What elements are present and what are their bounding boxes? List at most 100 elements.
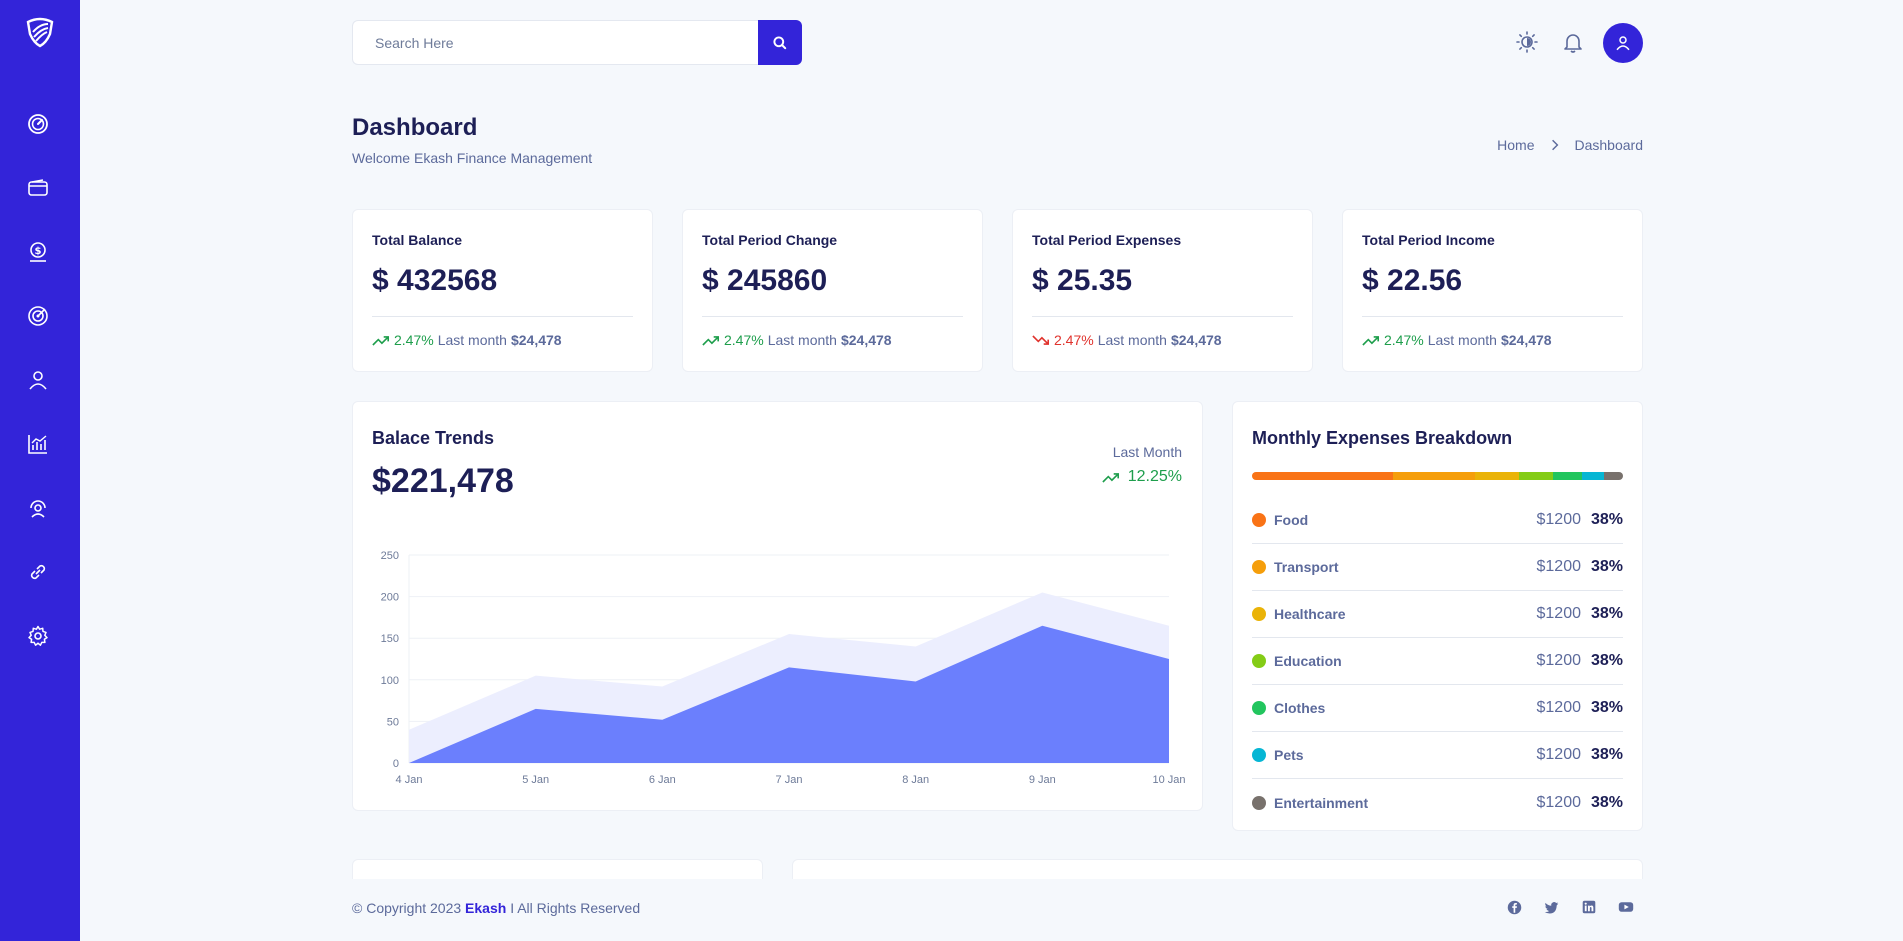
expense-amount: $1200 [1536,746,1582,763]
card-partial [352,859,763,879]
brand-link[interactable]: Ekash [465,900,507,916]
settings-icon [28,625,48,646]
card-title: Monthly Expenses Breakdown [1252,428,1513,448]
divider [702,316,963,317]
sidebar-item-wallet[interactable] [24,174,52,202]
footer-copyright: © Copyright 2023 Ekash I All Rights Rese… [352,900,640,916]
stat-card-total-period-income: Total Period Income $ 22.56 2.47% Last m… [1342,209,1643,372]
stat-compare-label: Last month [437,332,507,348]
x-tick-label: 6 Jan [649,774,676,786]
expense-item-clothes: Clothes $1200 38% [1252,685,1623,732]
twitter-icon [1544,901,1558,913]
expense-percent: 38% [1591,699,1624,716]
sun-icon [1516,31,1538,53]
expense-amount: $1200 [1536,652,1582,669]
expense-amount: $1200 [1536,793,1582,811]
link-icon [30,564,46,580]
y-tick-label: 200 [381,592,399,604]
expense-percent: 38% [1591,793,1624,811]
sidebar-item-profile[interactable] [24,366,52,394]
stat-footer: 2.47% Last month $24,478 [702,332,892,348]
bar-segment [1474,472,1520,480]
card-title: Balace Trends [372,428,495,448]
color-dot [1252,607,1266,621]
expenses-progress-bar [1252,472,1623,480]
expense-amount: $1200 [1536,558,1582,575]
youtube-icon [1618,902,1634,912]
expense-name: Clothes [1274,700,1326,716]
stat-value: $ 432568 [372,264,498,297]
logo-icon[interactable] [24,16,56,48]
x-tick-label: 7 Jan [776,774,803,786]
stat-label: Total Period Income [1362,232,1495,248]
expense-item-entertainment: Entertainment $1200 38% [1252,779,1623,826]
expense-name: Transport [1274,559,1339,575]
sidebar: $ [0,0,80,941]
expenses-breakdown-card: Monthly Expenses Breakdown Food $1200 38% T… [1232,401,1643,831]
stat-value: $ 245860 [702,264,828,297]
bar-segment [1582,472,1605,480]
sidebar-item-settings[interactable] [24,622,52,650]
breadcrumb-home[interactable]: Home [1497,137,1535,153]
sidebar-item-goals[interactable] [24,302,52,330]
trend-growth-value: 12.25% [1127,468,1182,485]
trend-period-label: Last Month [1112,444,1182,460]
sidebar-item-budget[interactable]: $ [24,238,52,266]
facebook-link[interactable] [1505,898,1523,916]
expense-name: Healthcare [1274,606,1346,622]
profile-icon [29,371,47,390]
search-button[interactable] [758,20,802,65]
stat-compare-value: $24,478 [1500,332,1552,348]
stat-change: 2.47% [1054,332,1094,348]
stat-label: Total Balance [372,232,462,248]
goals-icon [28,306,48,326]
search-input[interactable] [352,20,758,65]
expense-name: Education [1274,653,1342,669]
expense-amount: $1200 [1536,511,1582,528]
youtube-link[interactable] [1617,898,1635,916]
theme-toggle-button[interactable] [1515,30,1539,54]
divider [372,316,633,317]
bar-segment [1252,472,1393,480]
x-tick-label: 5 Jan [522,774,549,786]
dashboard-icon [28,114,48,134]
sidebar-item-links[interactable] [24,558,52,586]
y-tick-label: 150 [381,633,399,645]
expense-item-food: Food $1200 38% [1252,497,1623,544]
y-tick-label: 100 [381,675,399,687]
sidebar-item-dashboard[interactable] [24,110,52,138]
copyright-suffix: I All Rights Reserved [510,900,641,916]
sidebar-item-support[interactable] [24,494,52,522]
expense-name: Entertainment [1274,794,1369,811]
area-series-2 [409,625,1169,763]
divider [1362,316,1623,317]
analytics-icon [28,435,47,454]
stat-compare-label: Last month [1427,332,1497,348]
expense-name: Food [1274,512,1309,528]
color-dot [1252,513,1266,527]
avatar[interactable] [1603,23,1643,63]
expense-amount: $1200 [1536,605,1582,622]
budget-icon: $ [30,242,46,262]
stat-label: Total Period Change [702,232,838,248]
page-title: Dashboard [352,114,478,141]
expense-percent: 38% [1591,511,1624,528]
linkedin-link[interactable] [1580,898,1598,916]
wallet-icon [28,179,48,196]
expense-percent: 38% [1591,652,1624,669]
stat-value: $ 25.35 [1032,264,1133,297]
balance-trend-chart: 0 50 100 150 200 250 4 Jan 5 Jan 6 Jan 7 Jan 8 Jan… [381,550,1186,786]
trend-growth: 12.25% [1102,468,1182,486]
twitter-link[interactable] [1542,898,1560,916]
trend-up-icon [702,335,720,346]
sidebar-item-analytics[interactable] [24,430,52,458]
color-dot [1252,701,1266,715]
search-icon [773,35,787,49]
linkedin-icon [1582,900,1596,914]
user-icon [1616,36,1630,51]
trend-up-icon [1362,335,1380,346]
stat-label: Total Period Expenses [1032,232,1182,248]
notifications-button[interactable] [1561,30,1585,54]
copyright-prefix: © Copyright 2023 [352,900,462,916]
stat-compare-value: $24,478 [510,332,562,348]
